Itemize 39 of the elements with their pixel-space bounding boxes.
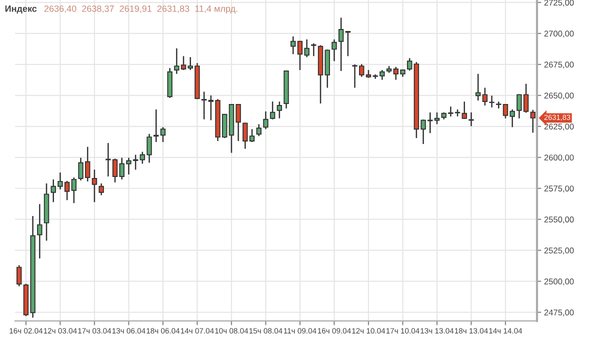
candlestick <box>489 95 494 108</box>
candlestick <box>332 38 337 62</box>
y-tick-label: 2475,00 <box>544 310 574 316</box>
y-tick-label: 2575,00 <box>544 186 574 192</box>
y-tick-label: 2600,00 <box>544 154 574 162</box>
y-tick-label: 2625,00 <box>544 124 574 130</box>
y-tick-label: 2675,00 <box>544 62 574 69</box>
candlestick <box>263 110 268 130</box>
candlestick <box>201 91 207 120</box>
candlestick <box>98 182 104 196</box>
candlestick <box>16 264 22 287</box>
text: Индекс <box>5 6 37 14</box>
y-tick-label: 2550,00 <box>544 216 574 224</box>
y-tick-label: 2700,00 <box>544 30 574 38</box>
candlestick <box>71 176 77 204</box>
candlestick <box>37 203 42 260</box>
candlestick <box>475 73 481 102</box>
candlestick <box>434 112 440 125</box>
candlestick <box>530 109 536 134</box>
candlestick <box>462 100 467 120</box>
y-tick-label: 2725,00 <box>544 0 574 7</box>
candlestick <box>311 42 316 57</box>
text: 2636,40 2638,37 2619,91 2631,83 11,4 млрд. <box>44 5 238 14</box>
candlestick <box>406 58 412 72</box>
y-tick-label: 2500,00 <box>544 278 574 286</box>
candlestick <box>338 17 344 72</box>
y-tick-label: 2650,00 <box>544 92 574 100</box>
candlestick <box>256 124 262 137</box>
candlestick <box>270 100 276 120</box>
candlestick <box>345 30 351 57</box>
candlestick <box>482 87 488 106</box>
candlestick <box>276 100 282 119</box>
candlestick <box>290 36 296 55</box>
candlestick <box>92 169 98 203</box>
candlestick <box>468 112 474 127</box>
candlestick <box>154 108 159 143</box>
candlestick <box>160 126 166 143</box>
y-tick-label: 2525,00 <box>544 248 574 254</box>
candlestick <box>496 100 502 110</box>
